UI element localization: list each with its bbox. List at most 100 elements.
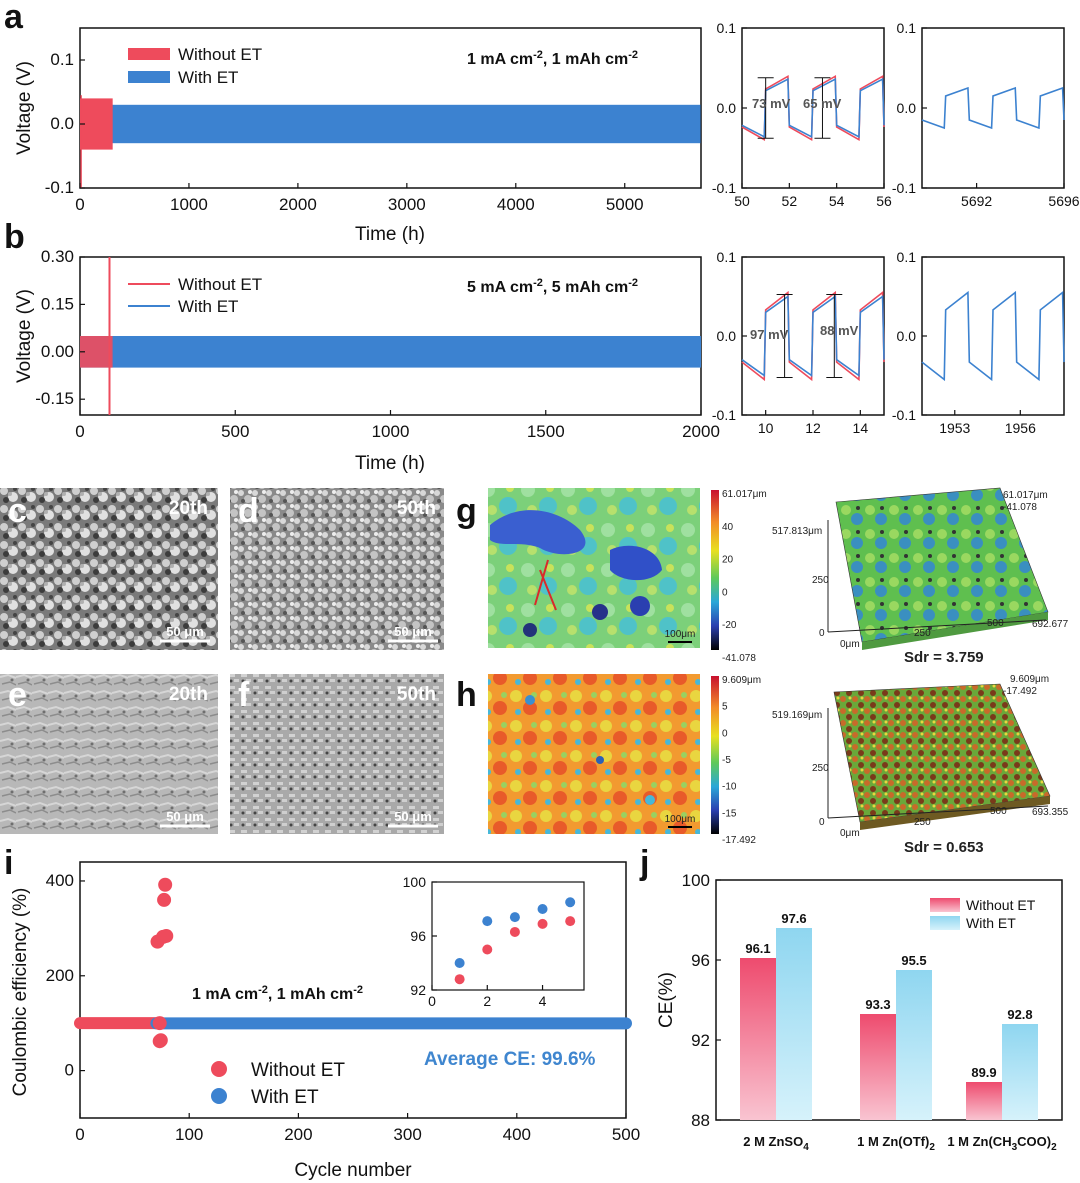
surface-label: 250	[914, 628, 931, 639]
sem-texture	[0, 674, 218, 834]
panel-j-legend: Without ET With ET	[930, 897, 1036, 931]
inset-points: 0 2 4 92 96 100	[403, 874, 576, 1009]
panel-i-xlabel: Cycle number	[294, 1160, 412, 1181]
bar-value-label: 93.3	[865, 997, 890, 1012]
panel-b-plot: 0 500 1000 1500 2000 -0.15 0.00 0.15 0.30 Time (…	[14, 247, 720, 474]
with-et-voltage-trace	[80, 104, 701, 144]
surface-axis	[827, 805, 1049, 819]
inset-traces: 50 52 54 56 -0.1 0.0 0.1	[712, 20, 892, 209]
panel-label-b: b	[4, 218, 25, 256]
y-tick-label: 92	[691, 1031, 710, 1050]
x-tick-label: 4000	[497, 195, 535, 214]
panel-label-j: j	[639, 844, 649, 882]
panel-a-legend: Without ET With ET	[128, 45, 262, 87]
legend-swatch-without-et	[930, 898, 960, 912]
with-et-inset-point	[537, 904, 548, 914]
bar-value-label: 96.1	[745, 941, 770, 956]
colorbar-tick-label: 5	[722, 702, 728, 713]
surface-edge	[860, 796, 1050, 830]
surface-label: -41.078	[1003, 502, 1037, 513]
panel-i-legend: Without ET With ET	[211, 1060, 345, 1108]
x-tick-label: 1000	[372, 422, 410, 441]
without-et-ce-outlier	[159, 928, 174, 943]
surface-label: -17.492	[1003, 686, 1037, 697]
panel-a-plot: 0 1000 2000 3000 4000 5000 -0.1 0.0 0.1 Time (h)…	[14, 27, 702, 245]
y-tick-label: 100	[682, 871, 710, 890]
height-map-pit	[523, 623, 537, 637]
height-map-pit	[592, 604, 608, 620]
legend-swatch-with-et	[930, 916, 960, 930]
y-tick-label: 96	[691, 951, 710, 970]
colorbar-ticks: 61.017μm 40 20 0 -20 -41.078	[722, 489, 767, 664]
x-tick-label: 50	[734, 193, 750, 209]
panel-j-ylabel: CE(%)	[656, 972, 677, 1028]
x-tick-label: 12	[805, 420, 821, 436]
sem-image-e: e 20th 50 μm	[0, 674, 218, 834]
panel-label-i: i	[4, 844, 13, 882]
colorbar	[711, 490, 719, 650]
without-et-inset-point	[537, 918, 548, 929]
panel-h-height-map: 100μm 9.609μm 5 0 -5 -10 -15 -17.492	[488, 674, 761, 846]
inset-frame	[431, 881, 585, 991]
without-et-inset-trace	[741, 290, 885, 382]
x-tick-label: 1500	[527, 422, 565, 441]
surface-label: 250	[812, 763, 829, 774]
x-tick-label: 2000	[682, 422, 720, 441]
panel-a-ylabel: Voltage (V)	[14, 61, 35, 155]
with-et-inset-trace	[741, 294, 885, 378]
surface-label: 61.017μm	[1003, 490, 1048, 501]
surface-label: 0	[819, 628, 825, 639]
bar-value-label: 97.6	[781, 911, 806, 926]
with-et-voltage-trace	[80, 336, 701, 368]
without-et-ce-outlier	[157, 892, 172, 907]
without-et-inset-point	[482, 944, 493, 955]
x-tick-label: 100	[175, 1125, 203, 1144]
height-map	[488, 674, 700, 834]
colorbar-tick-label: 0	[722, 587, 728, 598]
colorbar-tick-label: -17.492	[722, 835, 756, 846]
with-et-inset-point	[565, 897, 576, 908]
without-et-bar	[740, 958, 776, 1120]
legend-swatch-with-et	[128, 71, 170, 83]
category-label: 1 M Zn(OTf)2	[857, 1134, 935, 1153]
without-et-bar	[966, 1082, 1002, 1120]
without-et-voltage-trace	[80, 336, 113, 368]
legend-label-with-et: With ET	[178, 297, 238, 316]
height-map-pit	[525, 695, 535, 705]
scale-bar-label: 100μm	[665, 629, 696, 640]
with-et-inset-point	[482, 916, 493, 927]
x-tick-label: 2	[483, 993, 491, 1009]
bar-value-label: 89.9	[971, 1065, 996, 1080]
with-et-inset-trace	[921, 290, 1065, 382]
panel-label-f: f	[238, 676, 250, 714]
x-tick-label: 500	[612, 1125, 640, 1144]
panel-b-condition: 5 mA cm-2, 5 mAh cm-2	[467, 277, 638, 296]
inset-annotation: 73 mV	[752, 96, 791, 111]
y-tick-label: 0.30	[41, 247, 74, 266]
y-tick-label: 0.1	[897, 20, 917, 36]
y-tick-label: -0.1	[712, 407, 736, 423]
scale-bar-label: 50 μm	[394, 809, 432, 824]
average-ce-label: Average CE: 99.6%	[424, 1049, 596, 1070]
panel-b-inset-early: 10 12 14 -0.1 0.0 0.1 97 mV 88 mV	[712, 249, 885, 436]
panel-i-plot: 0 100 200 300 400 500 0 200 400 Cycle number Cou…	[10, 861, 640, 1181]
colorbar-tick-label: 40	[722, 522, 734, 533]
x-tick-label: 4	[539, 993, 547, 1009]
legend-label-without-et: Without ET	[178, 275, 262, 294]
panel-b-ylabel: Voltage (V)	[14, 289, 35, 383]
surface-label: 250	[812, 575, 829, 586]
x-tick-label: 5692	[961, 193, 992, 209]
category-label: 1 M Zn(CH3COO)2	[947, 1134, 1057, 1153]
panel-i-frame	[79, 861, 627, 1119]
panel-b-series	[80, 257, 701, 415]
panel-i-condition: 1 mA cm-2, 1 mAh cm-2	[192, 984, 363, 1003]
y-tick-label: 0	[65, 1061, 74, 1080]
surface-axis	[827, 619, 1047, 633]
with-et-bar	[896, 970, 932, 1120]
x-tick-label: 1000	[170, 195, 208, 214]
y-tick-label: 88	[691, 1111, 710, 1130]
y-tick-label: -0.15	[35, 389, 74, 408]
x-tick-label: 54	[829, 193, 845, 209]
y-tick-label: 100	[403, 874, 427, 890]
surface-label: 692.677	[1032, 619, 1069, 630]
